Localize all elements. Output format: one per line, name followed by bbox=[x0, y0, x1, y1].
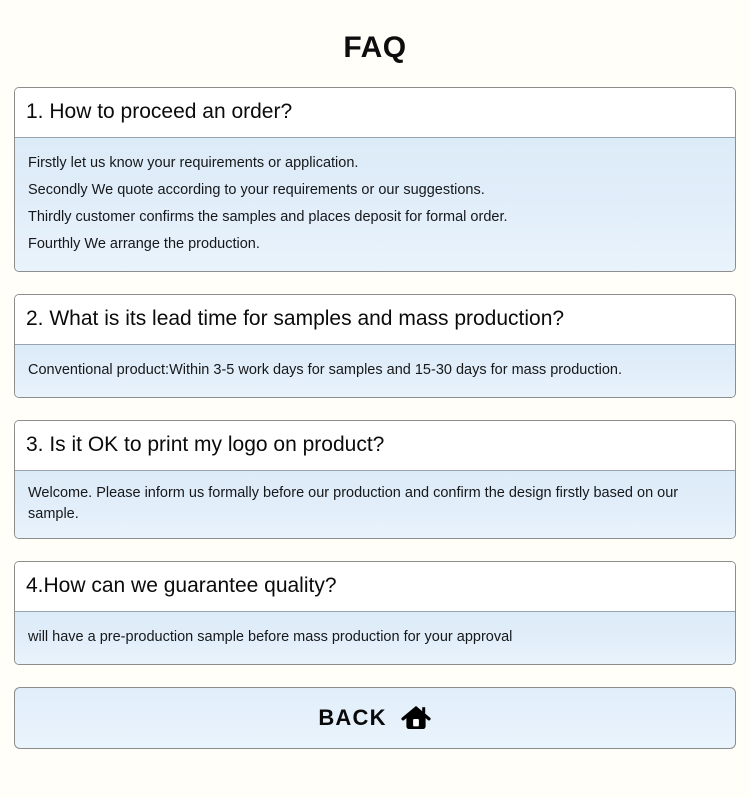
faq-answer-line: Firstly let us know your requirements or… bbox=[28, 155, 359, 171]
faq-question[interactable]: 4.How can we guarantee quality? bbox=[15, 562, 735, 612]
faq-card[interactable]: 1. How to proceed an order? Firstly let … bbox=[14, 87, 736, 272]
faq-answer-line: will have a pre-production sample before… bbox=[28, 629, 513, 645]
back-button[interactable]: BACK bbox=[14, 687, 736, 749]
faq-question[interactable]: 1. How to proceed an order? bbox=[15, 88, 735, 138]
faq-answer: Conventional product:Within 3-5 work day… bbox=[15, 345, 735, 397]
faq-card[interactable]: 4.How can we guarantee quality? will hav… bbox=[14, 561, 736, 665]
faq-card[interactable]: 3. Is it OK to print my logo on product?… bbox=[14, 420, 736, 539]
page-title: FAQ bbox=[343, 31, 407, 64]
faq-question[interactable]: 3. Is it OK to print my logo on product? bbox=[15, 421, 735, 471]
faq-card[interactable]: 2. What is its lead time for samples and… bbox=[14, 294, 736, 398]
faq-answer-line: Secondly We quote according to your requ… bbox=[28, 182, 485, 198]
faq-question[interactable]: 2. What is its lead time for samples and… bbox=[15, 295, 735, 345]
home-icon bbox=[400, 703, 432, 733]
faq-answer: Welcome. Please inform us formally befor… bbox=[15, 471, 735, 538]
back-button-label: BACK bbox=[318, 705, 387, 730]
faq-list: 1. How to proceed an order? Firstly let … bbox=[0, 87, 750, 665]
faq-answer-line: Conventional product:Within 3-5 work day… bbox=[28, 362, 622, 378]
faq-answer-line: Thirdly customer confirms the samples an… bbox=[28, 209, 508, 225]
faq-answer-line: Fourthly We arrange the production. bbox=[28, 236, 260, 252]
faq-answer-line: Welcome. Please inform us formally befor… bbox=[28, 485, 679, 522]
faq-answer: will have a pre-production sample before… bbox=[15, 612, 735, 664]
faq-answer: Firstly let us know your requirements or… bbox=[15, 138, 735, 271]
